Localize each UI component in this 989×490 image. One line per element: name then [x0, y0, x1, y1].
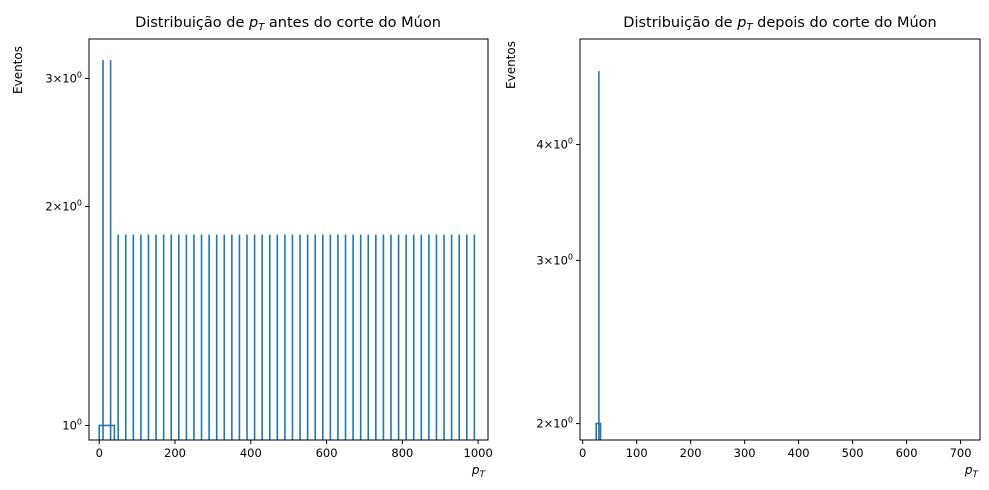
x-tick-label: 600: [316, 446, 338, 460]
y-tick-label: 3×100: [45, 71, 82, 86]
y-axis-label-left: Eventos: [11, 46, 25, 94]
x-tick-label: 100: [626, 446, 648, 460]
histogram-bin-0: [595, 422, 602, 440]
x-tick-label: 0: [579, 446, 586, 460]
plot-area-left: [98, 60, 476, 440]
y-tick-label: 3×100: [536, 252, 573, 267]
x-tick-label: 400: [788, 446, 810, 460]
x-axis-label-left: pT: [471, 463, 487, 480]
x-tick-label: 400: [240, 446, 262, 460]
axis-ticks-left: 0 200 400 600 800 1000 100 2×100 3×100: [45, 71, 492, 460]
x-axis-label-right: pT: [964, 463, 980, 480]
x-tick-label: 600: [896, 446, 918, 460]
axis-ticks-right: 0 100 200 300 400 500 600 700 2×100 3×100 4×100: [536, 137, 971, 460]
plot-area-right: [595, 71, 602, 440]
chart-title-left: Distribuição de pT antes do corte do Múo…: [135, 15, 441, 33]
y-axis-label-right: Eventos: [504, 41, 518, 89]
axes-frame-left: [88, 38, 489, 441]
x-tick-label: 500: [842, 446, 864, 460]
y-tick-label: 2×100: [45, 199, 82, 214]
x-tick-label: 200: [164, 446, 186, 460]
x-tick-label: 300: [734, 446, 756, 460]
histogram-bin-0: [98, 424, 116, 440]
x-tick-label: 1000: [464, 446, 493, 460]
chart-title-right: Distribuição de pT depois do corte do Mú…: [623, 15, 936, 33]
axes-frame-right: [579, 38, 981, 441]
y-tick-label: 2×100: [536, 416, 573, 431]
x-tick-label: 200: [680, 446, 702, 460]
chart-right: Distribuição de pT depois do corte do Mú…: [504, 15, 981, 480]
chart-left: Distribuição de pT antes do corte do Múo…: [11, 15, 493, 480]
y-tick-label: 100: [62, 417, 82, 432]
x-tick-label: 800: [391, 446, 413, 460]
x-tick-label: 700: [950, 446, 972, 460]
y-tick-label: 4×100: [536, 137, 573, 152]
x-tick-label: 0: [96, 446, 103, 460]
